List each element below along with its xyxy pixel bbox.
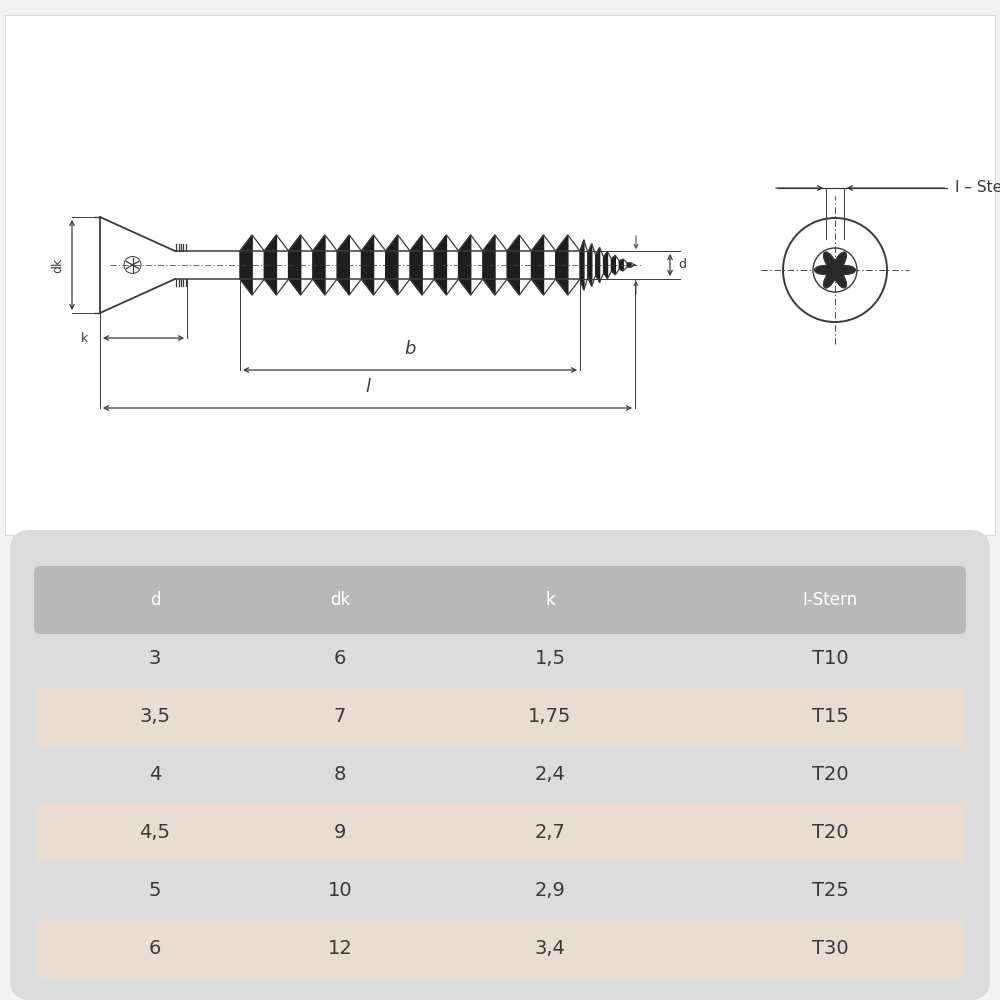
- Polygon shape: [410, 235, 422, 295]
- FancyBboxPatch shape: [5, 15, 995, 535]
- Polygon shape: [361, 235, 374, 295]
- Polygon shape: [240, 235, 252, 295]
- Text: 6: 6: [334, 650, 346, 668]
- Text: T15: T15: [812, 708, 848, 726]
- Polygon shape: [289, 235, 301, 295]
- Polygon shape: [507, 235, 519, 295]
- Text: 4: 4: [149, 766, 161, 784]
- Text: 4,5: 4,5: [140, 823, 170, 842]
- Text: 5: 5: [149, 882, 161, 900]
- Polygon shape: [531, 235, 544, 295]
- Polygon shape: [604, 251, 607, 279]
- Text: 3,4: 3,4: [535, 940, 565, 958]
- Text: 2,7: 2,7: [535, 823, 565, 842]
- FancyBboxPatch shape: [36, 688, 964, 746]
- Text: I – Stern: I – Stern: [955, 180, 1000, 195]
- FancyBboxPatch shape: [36, 920, 964, 978]
- Polygon shape: [556, 235, 568, 295]
- Text: 2,9: 2,9: [535, 882, 565, 900]
- Text: T30: T30: [812, 940, 848, 958]
- Text: dk: dk: [330, 591, 350, 609]
- FancyBboxPatch shape: [10, 530, 990, 1000]
- Polygon shape: [588, 244, 592, 286]
- Polygon shape: [459, 235, 471, 295]
- Text: b: b: [404, 340, 416, 358]
- Text: 7: 7: [334, 708, 346, 726]
- Text: 3: 3: [149, 650, 161, 668]
- Text: k: k: [81, 332, 89, 345]
- Polygon shape: [313, 235, 325, 295]
- Text: 1,5: 1,5: [534, 650, 566, 668]
- Polygon shape: [264, 235, 276, 295]
- Text: dk: dk: [52, 257, 64, 273]
- Text: 9: 9: [334, 823, 346, 842]
- Text: 10: 10: [328, 882, 352, 900]
- Text: T20: T20: [812, 823, 848, 842]
- Polygon shape: [580, 240, 584, 290]
- Text: 12: 12: [328, 940, 352, 958]
- Polygon shape: [337, 235, 349, 295]
- Text: I-Stern: I-Stern: [802, 591, 858, 609]
- Polygon shape: [619, 259, 623, 271]
- Text: 3,5: 3,5: [140, 708, 170, 726]
- Polygon shape: [815, 252, 855, 288]
- Polygon shape: [627, 263, 631, 267]
- Text: 2,4: 2,4: [535, 766, 565, 784]
- Text: l: l: [365, 378, 370, 396]
- Text: k: k: [545, 591, 555, 609]
- Text: 1,75: 1,75: [528, 708, 572, 726]
- Text: 6: 6: [149, 940, 161, 958]
- FancyBboxPatch shape: [34, 566, 966, 634]
- Polygon shape: [483, 235, 495, 295]
- Polygon shape: [596, 248, 600, 282]
- FancyBboxPatch shape: [36, 804, 964, 862]
- Text: T10: T10: [812, 650, 848, 668]
- Text: T25: T25: [812, 882, 848, 900]
- Polygon shape: [611, 255, 615, 275]
- Text: 8: 8: [334, 766, 346, 784]
- Text: d: d: [150, 591, 160, 609]
- Polygon shape: [434, 235, 446, 295]
- Text: T20: T20: [812, 766, 848, 784]
- Text: d: d: [678, 258, 686, 271]
- Polygon shape: [386, 235, 398, 295]
